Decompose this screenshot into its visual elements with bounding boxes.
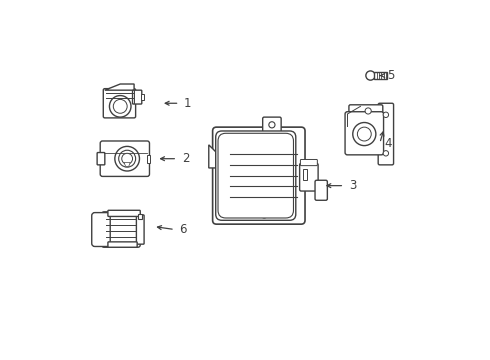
Ellipse shape [122, 153, 132, 164]
Ellipse shape [365, 108, 371, 114]
Ellipse shape [220, 180, 228, 187]
FancyBboxPatch shape [102, 212, 140, 247]
Bar [147, 155, 150, 163]
Ellipse shape [113, 99, 127, 113]
Ellipse shape [269, 122, 275, 128]
Text: 1: 1 [184, 97, 192, 110]
Bar [141, 94, 144, 100]
FancyBboxPatch shape [108, 210, 140, 216]
FancyBboxPatch shape [300, 163, 318, 191]
Bar [373, 72, 388, 78]
Ellipse shape [353, 122, 376, 145]
FancyBboxPatch shape [216, 131, 296, 220]
Text: 5: 5 [388, 69, 395, 82]
FancyBboxPatch shape [349, 105, 383, 117]
FancyBboxPatch shape [136, 215, 144, 244]
Text: 3: 3 [349, 179, 356, 192]
Ellipse shape [109, 95, 131, 117]
Ellipse shape [119, 150, 136, 167]
FancyBboxPatch shape [97, 153, 105, 165]
Ellipse shape [366, 71, 375, 80]
FancyBboxPatch shape [345, 112, 384, 155]
Polygon shape [209, 145, 217, 168]
FancyBboxPatch shape [263, 117, 281, 132]
Text: 2: 2 [182, 152, 189, 165]
Text: 4: 4 [384, 137, 392, 150]
Ellipse shape [383, 150, 389, 156]
FancyBboxPatch shape [300, 159, 318, 166]
FancyBboxPatch shape [378, 103, 393, 165]
FancyBboxPatch shape [315, 180, 327, 200]
Ellipse shape [383, 112, 389, 117]
Bar [138, 214, 142, 219]
FancyBboxPatch shape [100, 141, 149, 176]
Bar [303, 170, 307, 180]
Ellipse shape [115, 147, 140, 171]
Ellipse shape [260, 210, 268, 218]
FancyBboxPatch shape [108, 242, 137, 247]
FancyBboxPatch shape [103, 89, 136, 118]
Ellipse shape [220, 201, 228, 209]
Polygon shape [124, 163, 130, 166]
Ellipse shape [357, 127, 371, 141]
FancyBboxPatch shape [213, 127, 305, 224]
Polygon shape [105, 84, 134, 90]
FancyBboxPatch shape [218, 133, 294, 218]
FancyBboxPatch shape [92, 213, 110, 247]
Text: 6: 6 [179, 223, 187, 236]
FancyBboxPatch shape [132, 90, 142, 104]
